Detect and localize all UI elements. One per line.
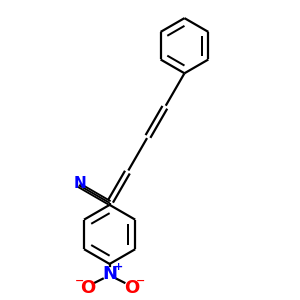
Text: −: − xyxy=(74,276,84,286)
Text: N: N xyxy=(74,176,86,191)
Text: N: N xyxy=(102,265,117,283)
Text: O: O xyxy=(80,279,96,297)
Text: −: − xyxy=(136,276,145,286)
Text: O: O xyxy=(124,279,139,297)
Text: +: + xyxy=(114,262,123,272)
